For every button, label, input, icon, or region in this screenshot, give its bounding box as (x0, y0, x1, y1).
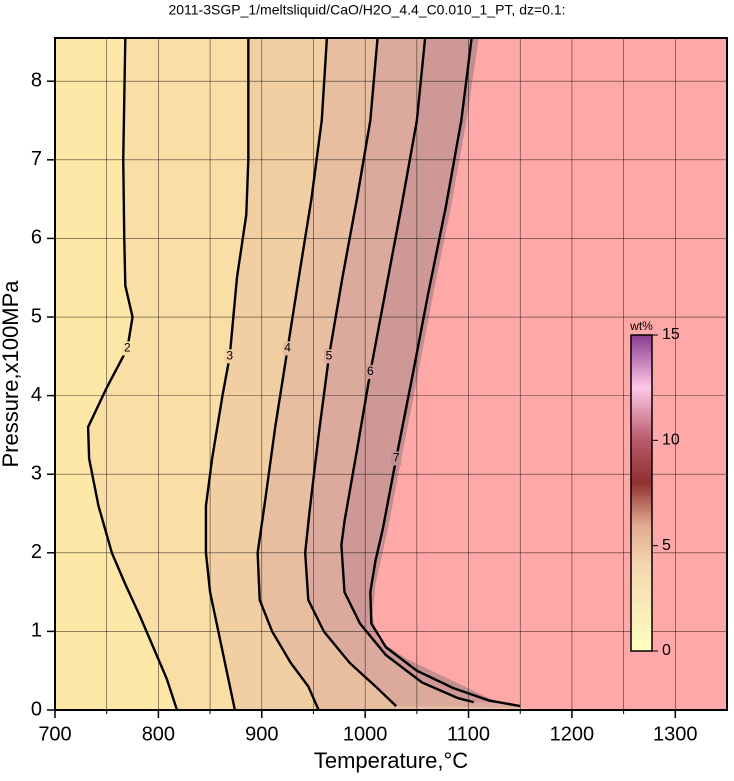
contour-label-bg (323, 349, 334, 364)
colorbar-tick-label: 5 (662, 537, 671, 554)
y-tick-label: 7 (31, 148, 42, 170)
y-tick-label: 6 (31, 227, 42, 249)
contour-line (204, 38, 250, 711)
colorbar-tick-label: 15 (662, 326, 680, 343)
contour-label: 6 (367, 364, 374, 378)
contour-line (303, 37, 397, 707)
x-tick-label: 900 (245, 723, 278, 745)
contour-line (86, 37, 179, 711)
y-tick-label: 1 (31, 620, 42, 642)
y-tick-label: 2 (31, 541, 42, 563)
colorbar (630, 334, 653, 652)
x-tick-label: 1300 (653, 723, 698, 745)
chart-title: 2011-3SGP_1/meltsliquid/CaO/H2O_4.4_C0.0… (168, 2, 565, 18)
contour-label-bg (224, 349, 235, 364)
plot-frame (54, 37, 728, 711)
y-tick-label: 8 (31, 70, 42, 92)
y-tick-label: 5 (31, 305, 42, 327)
x-tick-label: 700 (38, 723, 71, 745)
x-axis-label: Temperature,°C (314, 748, 468, 773)
colorbar-tick-label: 0 (662, 642, 671, 659)
contour-line (256, 37, 329, 711)
y-tick-label: 3 (31, 462, 42, 484)
contour-label-bg (122, 341, 133, 356)
contour-label: 4 (284, 341, 291, 355)
contour-label: 2 (124, 341, 131, 355)
x-tick-label: 800 (142, 723, 175, 745)
contour-label: 7 (393, 451, 400, 465)
y-axis-label: Pressure,x100MPa (0, 280, 23, 468)
x-tick-label: 1200 (550, 723, 595, 745)
contour-label: 5 (326, 348, 333, 362)
contour-label-bg (365, 365, 376, 380)
contour-line (340, 37, 475, 704)
contour-label-bg (282, 341, 293, 356)
colorbar-label: wt% (629, 319, 653, 333)
contour-line (369, 37, 521, 708)
y-tick-label: 0 (31, 698, 42, 720)
x-tick-label: 1000 (343, 723, 388, 745)
x-tick-label: 1100 (447, 723, 490, 745)
colorbar-tick-label: 10 (662, 432, 680, 449)
contour-label: 3 (226, 348, 233, 362)
y-tick-label: 4 (31, 384, 42, 406)
contour-label-bg (391, 451, 402, 466)
